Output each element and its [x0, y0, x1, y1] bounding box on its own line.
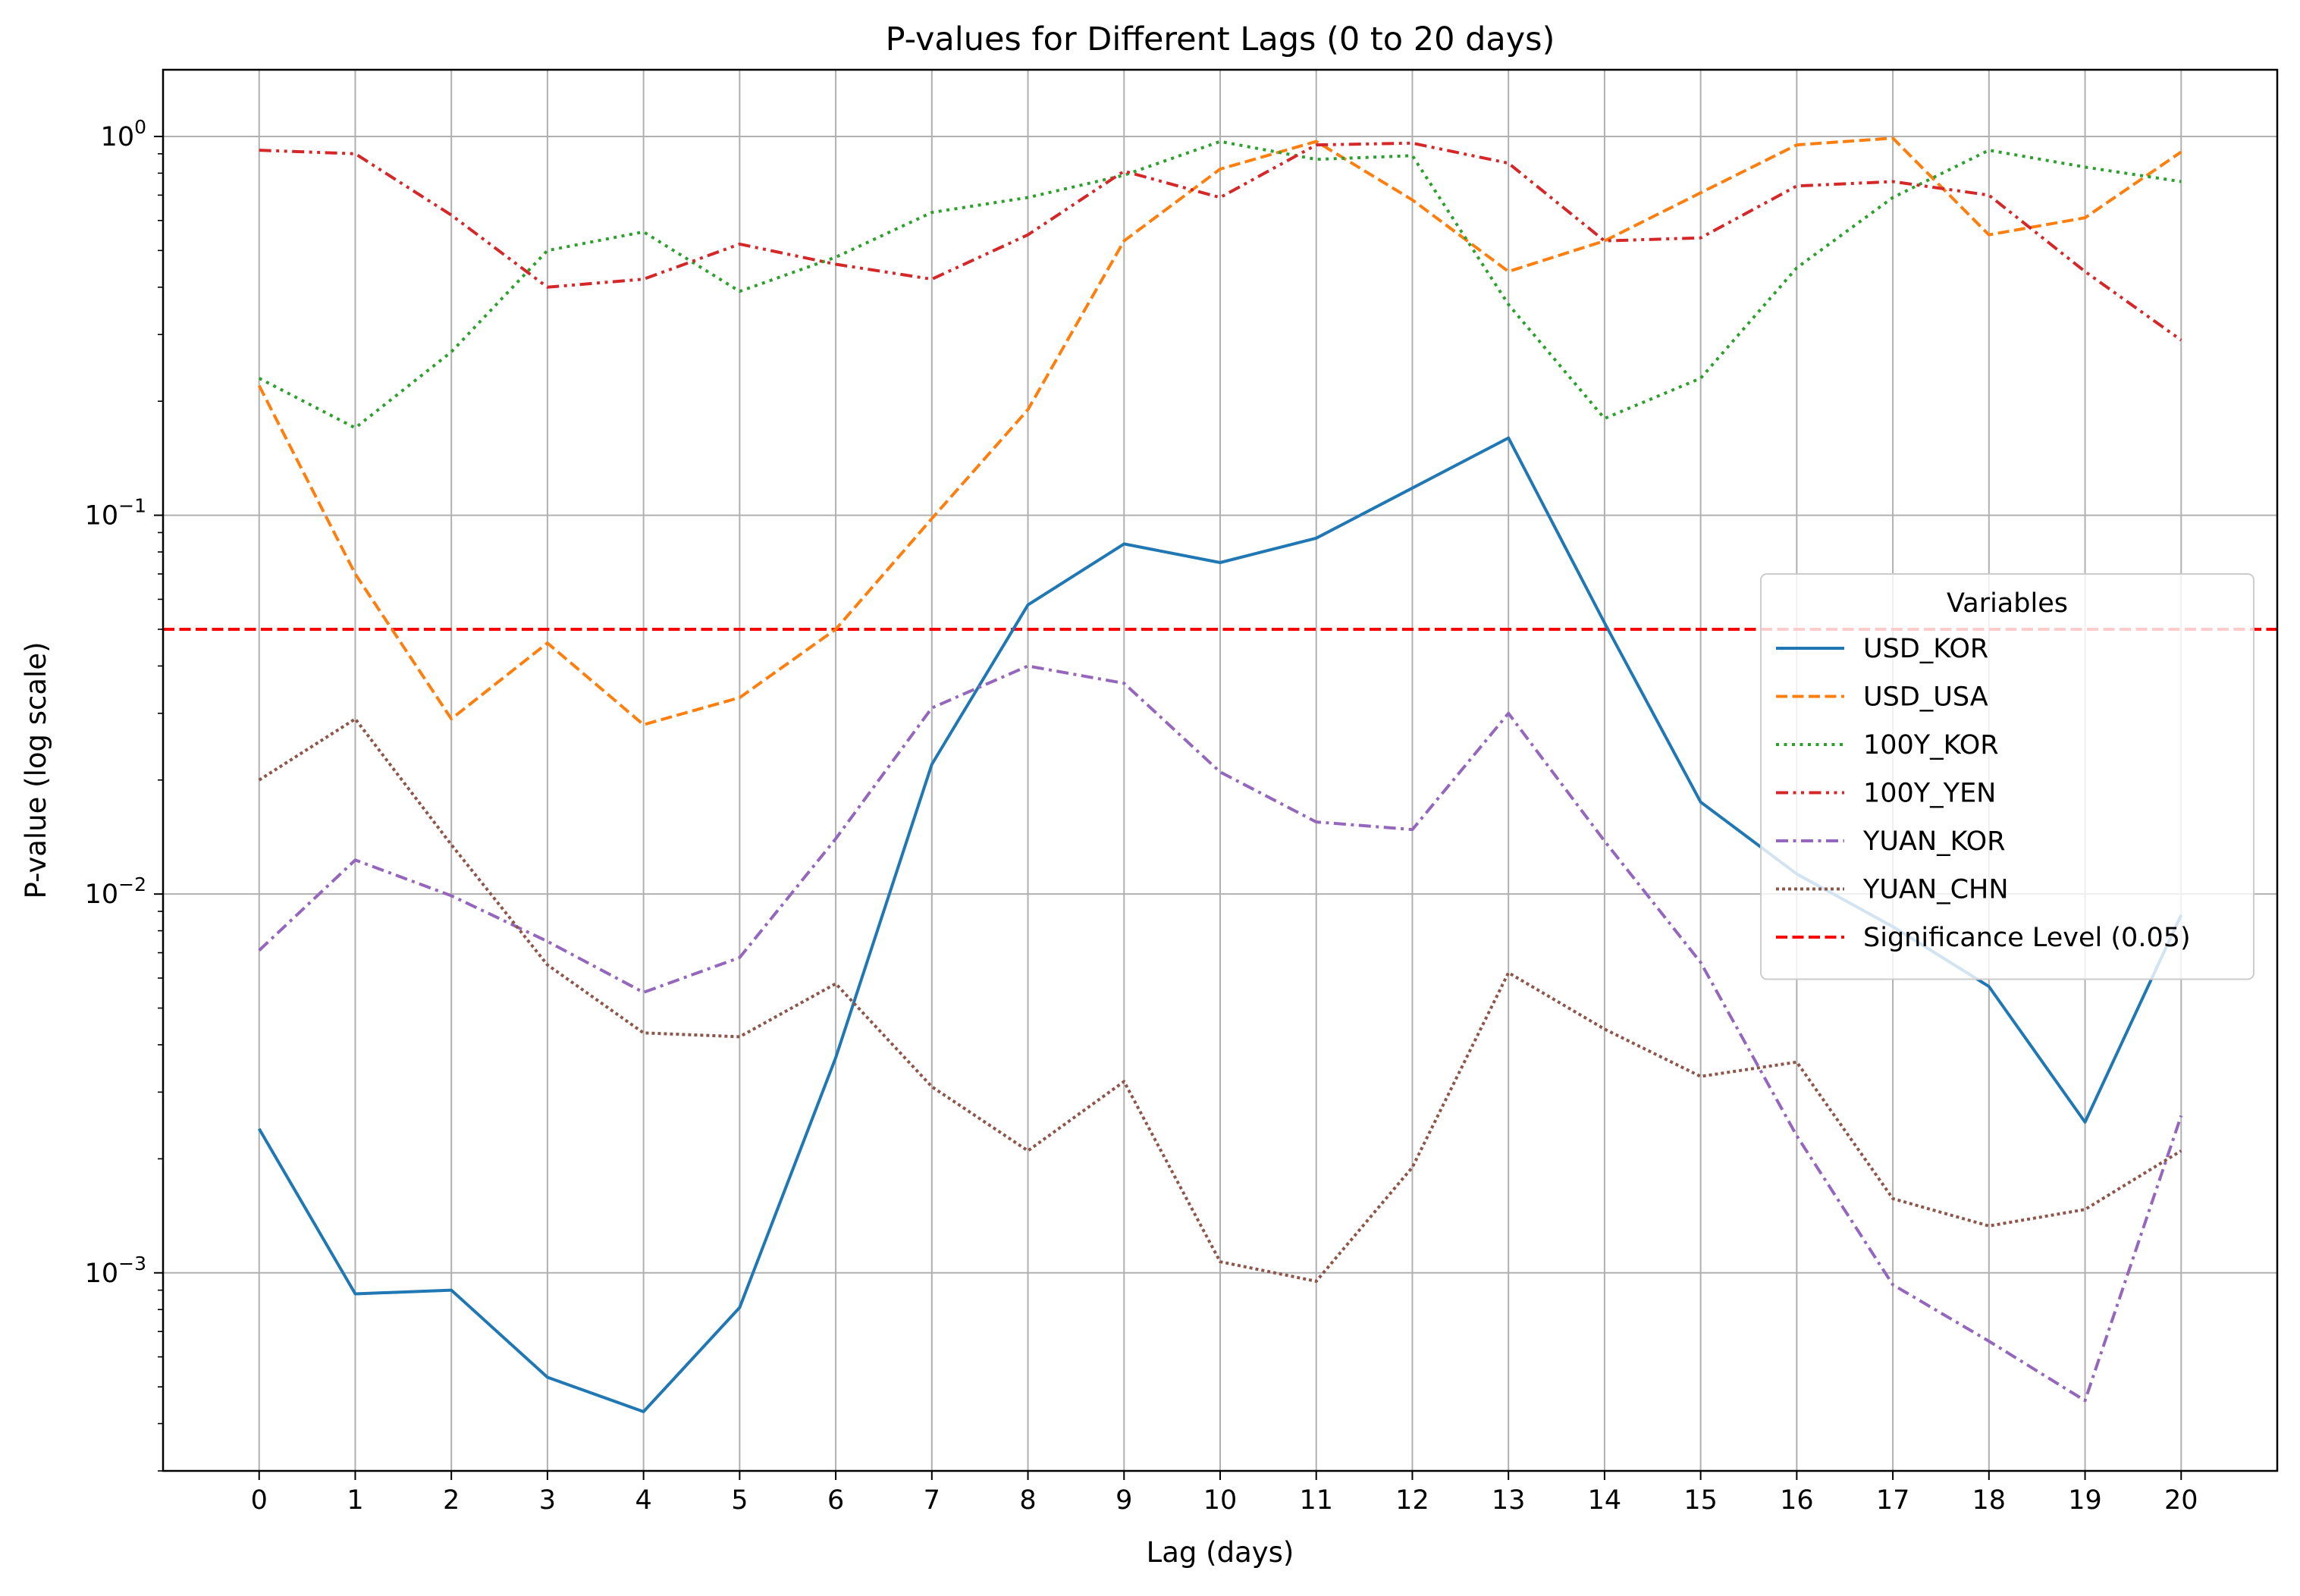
x-tick-label: 13	[1492, 1485, 1526, 1516]
series-line-yuan-kor	[258, 664, 2183, 1403]
x-tick-label: 17	[1876, 1485, 1910, 1516]
legend-box	[1760, 573, 2255, 980]
x-tick-label: 9	[1115, 1485, 1132, 1516]
x-tick-label: 20	[2164, 1485, 2198, 1516]
x-tick-label: 14	[1588, 1485, 1622, 1516]
legend-title: Variables	[1947, 588, 2068, 619]
legend-label: YUAN_CHN	[1862, 875, 2009, 905]
y-tick-label: 10−1	[85, 495, 146, 531]
x-tick-label: 10	[1203, 1485, 1238, 1516]
legend-label: 100Y_YEN	[1863, 779, 1996, 809]
x-tick-label: 2	[443, 1485, 460, 1516]
x-tick-label: 12	[1395, 1485, 1429, 1516]
legend-label: YUAN_KOR	[1862, 826, 2006, 857]
legend-entries: USD_KOR USD_USA 100Y_KOR 100Y_YEN YUAN_KOR YU…	[1776, 634, 2191, 953]
series-line-100y-kor	[258, 140, 2182, 430]
series-line-yuan-chn	[258, 717, 2182, 1283]
x-tick-label: 3	[539, 1485, 556, 1516]
legend-label: 100Y_KOR	[1863, 730, 1999, 760]
x-tick-label: 18	[1972, 1485, 2007, 1516]
grid-layer	[163, 70, 2277, 1471]
x-tick-label: 6	[827, 1485, 844, 1516]
x-tick-label: 15	[1683, 1485, 1718, 1516]
y-tick-label: 100	[101, 116, 146, 152]
series-line-usd-usa	[257, 136, 2182, 726]
x-tick-label: 11	[1299, 1485, 1333, 1516]
x-tick-label: 16	[1780, 1485, 1814, 1516]
legend: Variables USD_KOR USD_USA 100Y_KOR 100Y_YEN…	[1760, 573, 2255, 980]
tick-layer: 0 1 2 3 4 5 6 7 8 9 10 11 12 13 14 15 16 17 18 19 2010010−11…	[85, 116, 2198, 1516]
legend-label: Significance Level (0.05)	[1863, 923, 2191, 953]
x-tick-label: 19	[2068, 1485, 2102, 1516]
y-axis-label: P-value (log scale)	[20, 641, 52, 898]
y-tick-label: 10−3	[85, 1253, 146, 1289]
x-tick-label: 0	[251, 1485, 268, 1516]
x-tick-label: 5	[731, 1485, 748, 1516]
legend-label: USD_USA	[1863, 682, 1988, 713]
x-tick-label: 4	[635, 1485, 651, 1516]
legend-label: USD_KOR	[1863, 634, 1988, 664]
x-tick-label: 8	[1019, 1485, 1036, 1516]
chart-title: P-values for Different Lags (0 to 20 day…	[886, 20, 1555, 58]
x-tick-label: 7	[924, 1485, 940, 1516]
x-tick-label: 1	[347, 1485, 363, 1516]
y-tick-label: 10−2	[85, 873, 146, 910]
x-axis-label: Lag (days)	[1147, 1536, 1294, 1569]
series-line-100y-yen	[259, 141, 2182, 342]
